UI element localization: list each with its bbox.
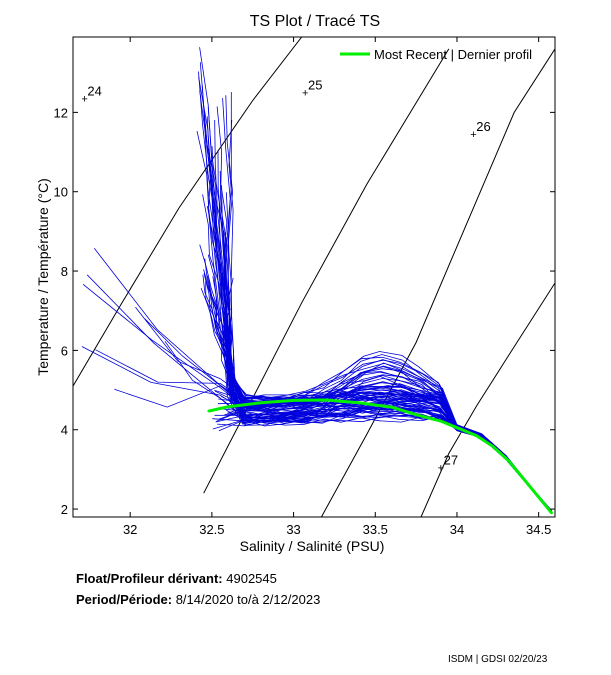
history-profile-line: [206, 144, 553, 511]
y-tick-label: 10: [54, 185, 68, 200]
history-profile-line: [227, 407, 553, 512]
history-profile-line: [227, 92, 552, 512]
history-profile-line: [219, 210, 553, 513]
history-profile-line: [202, 194, 552, 512]
float-number: 4902545: [226, 571, 277, 586]
recent-profile-point: [390, 405, 393, 409]
chart-title: TS Plot / Tracé TS: [250, 13, 380, 30]
density-contour-line: [203, 48, 450, 494]
recent-profile-point: [508, 460, 511, 463]
density-contour-line: [320, 48, 555, 517]
history-profile-line: [204, 258, 552, 512]
history-profile-line: [199, 90, 553, 512]
density-contour-marker: +: [81, 93, 87, 105]
recent-profile-point: [357, 401, 361, 404]
y-axis-ticks: 2 4 6 8 10 12: [54, 105, 555, 517]
x-axis-label: Salinity / Salinité (PSU): [240, 538, 385, 554]
history-profile-line: [212, 414, 552, 512]
y-tick-label: 4: [61, 423, 68, 438]
period-label: Period/Période:: [76, 592, 173, 607]
recent-profile-point: [292, 399, 295, 402]
x-tick-label: 34: [450, 522, 464, 537]
legend: Most Recent | Dernier profil: [340, 47, 532, 62]
history-profile-line: [95, 349, 552, 511]
history-profile-line: [199, 62, 553, 514]
density-contours: [73, 37, 555, 517]
history-profile-line: [220, 187, 553, 512]
plot-frame: [72, 36, 556, 518]
history-profile-line: [219, 170, 553, 513]
density-contour-label: 26: [476, 119, 490, 134]
y-tick-label: 2: [61, 502, 68, 517]
recent-profile-point: [439, 419, 442, 423]
recent-profile-point: [325, 398, 328, 402]
recent-profile-point: [207, 409, 210, 413]
history-profile-line: [211, 146, 553, 513]
history-profile-line: [81, 346, 553, 513]
density-contour-marker: +: [438, 462, 444, 474]
history-profile-line: [198, 71, 553, 514]
y-tick-label: 8: [61, 264, 68, 279]
history-profile-line: [215, 407, 552, 513]
recent-profile-point: [455, 426, 459, 429]
history-profile-line: [224, 354, 553, 512]
density-contour-label: 27: [444, 452, 458, 467]
recent-profile-point: [414, 413, 418, 416]
history-profile-line: [198, 76, 553, 513]
density-contour-label: 25: [308, 78, 322, 93]
density-contour-marker: +: [470, 129, 476, 141]
x-axis-ticks: 32 32.5 33 33.5 34 34.5: [123, 37, 551, 537]
history-profile-line: [225, 192, 552, 512]
history-profile-line: [199, 47, 553, 514]
recent-profile-point: [227, 405, 230, 408]
history-profile-line: [199, 244, 553, 513]
density-contour-line: [73, 37, 303, 387]
legend-label-recent: Most Recent | Dernier profil: [374, 47, 532, 62]
x-tick-label: 33.5: [363, 522, 388, 537]
y-tick-label: 6: [61, 343, 68, 358]
ts-plot: TS Plot / Tracé TS +24 +25+26+27 32 32.5 33…: [35, 13, 556, 554]
x-tick-label: 34.5: [526, 522, 551, 537]
history-profile-line: [225, 95, 553, 512]
density-contour-marker: +: [302, 88, 308, 100]
history-profile-line: [208, 175, 553, 513]
recent-profile-point: [529, 486, 532, 489]
recent-profile-series: [207, 398, 553, 515]
recent-profile-point: [550, 511, 553, 515]
history-profile-line: [216, 359, 553, 513]
history-profile-line: [196, 131, 552, 512]
period-start: 8/14/2020: [175, 592, 234, 607]
period-info: Period/Période: 8/14/2020 to/à 2/12/2023: [76, 592, 320, 607]
history-profile-line: [212, 410, 553, 513]
footer-credit: ISDM | GDSI 02/20/23: [448, 654, 548, 665]
x-tick-label: 32: [123, 522, 137, 537]
history-profile-line: [222, 98, 553, 513]
period-separator: to/à: [237, 592, 259, 607]
density-contour-labels: +24 +25+26+27: [81, 78, 490, 475]
history-profile-line: [221, 185, 553, 513]
float-info: Float/Profileur dérivant: 4902545: [76, 571, 277, 586]
float-label: Float/Profileur dérivant:: [76, 571, 223, 586]
history-profile-line: [217, 150, 553, 512]
history-profile-line: [227, 368, 553, 513]
history-profile-line: [206, 205, 553, 513]
x-tick-label: 33: [286, 522, 300, 537]
recent-profile-point: [475, 434, 478, 437]
density-contour-label: 24: [87, 83, 101, 98]
history-profile-line: [202, 85, 553, 513]
period-end: 2/12/2023: [262, 592, 321, 607]
recent-profile-point: [491, 445, 495, 448]
y-tick-label: 12: [54, 105, 68, 120]
y-axis-label: Temperature / Température (°C): [35, 178, 51, 376]
history-profile-line: [93, 248, 552, 511]
historical-profiles: [81, 47, 553, 514]
history-profile-line: [135, 307, 553, 513]
recent-profile-point: [259, 401, 263, 404]
density-contour-line: [420, 282, 555, 517]
history-profile-line: [216, 205, 553, 513]
x-tick-label: 32.5: [199, 522, 224, 537]
